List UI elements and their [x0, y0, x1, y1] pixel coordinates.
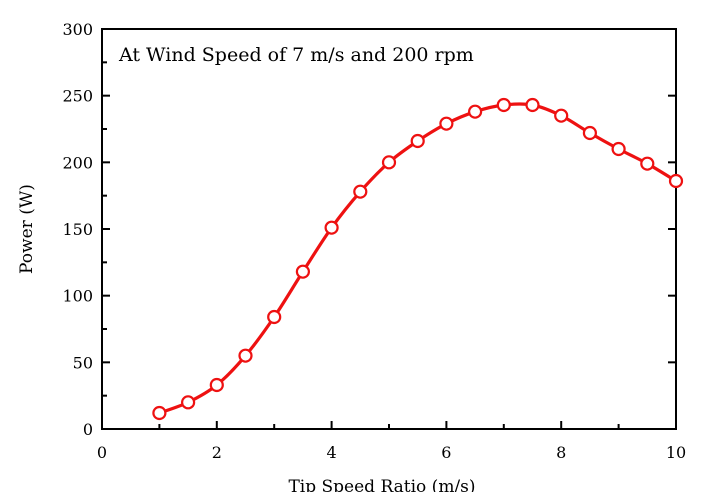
data-point: [238, 348, 253, 363]
x-tick-label: 8: [556, 443, 566, 462]
data-point: [525, 97, 540, 113]
data-point: [554, 108, 569, 123]
y-axis-label: Power (W): [17, 184, 37, 274]
series-line: [158, 102, 677, 415]
data-point: [611, 141, 626, 157]
x-tick-label: 2: [212, 443, 222, 462]
x-axis: 0 2 4 6 8 10: [97, 421, 686, 462]
data-point: [468, 104, 483, 119]
data-point: [353, 184, 368, 199]
plot-frame: [101, 28, 677, 430]
data-point: [582, 125, 598, 141]
x-axis-label: Tip Speed Ratio (m/s): [288, 477, 475, 492]
data-point: [640, 156, 655, 171]
series-group: [152, 97, 684, 421]
data-point: [267, 309, 282, 325]
y-axis: 0 50 100 150 200 250 300: [62, 20, 676, 439]
x-tick-label: 10: [666, 443, 686, 462]
data-point: [496, 97, 511, 113]
y-tick-label: 150: [62, 220, 93, 239]
x-tick-label: 4: [327, 443, 337, 462]
data-point: [381, 155, 397, 170]
x-tick-label: 0: [97, 443, 107, 462]
data-point: [668, 173, 684, 189]
data-point: [439, 116, 454, 131]
y-tick-label: 300: [62, 20, 93, 39]
data-point: [181, 395, 196, 410]
data-point: [209, 377, 224, 393]
x-tick-label: 6: [441, 443, 451, 462]
y-tick-label: 50: [73, 353, 93, 372]
data-point: [152, 405, 167, 421]
data-point: [410, 133, 425, 149]
y-tick-label: 250: [62, 87, 93, 106]
data-point: [295, 264, 310, 279]
y-tick-label: 100: [62, 287, 93, 306]
chart-annotation: At Wind Speed of 7 m/s and 200 rpm: [118, 44, 474, 66]
y-tick-label: 200: [62, 153, 93, 172]
data-point: [324, 220, 339, 235]
y-tick-label: 0: [83, 420, 93, 439]
